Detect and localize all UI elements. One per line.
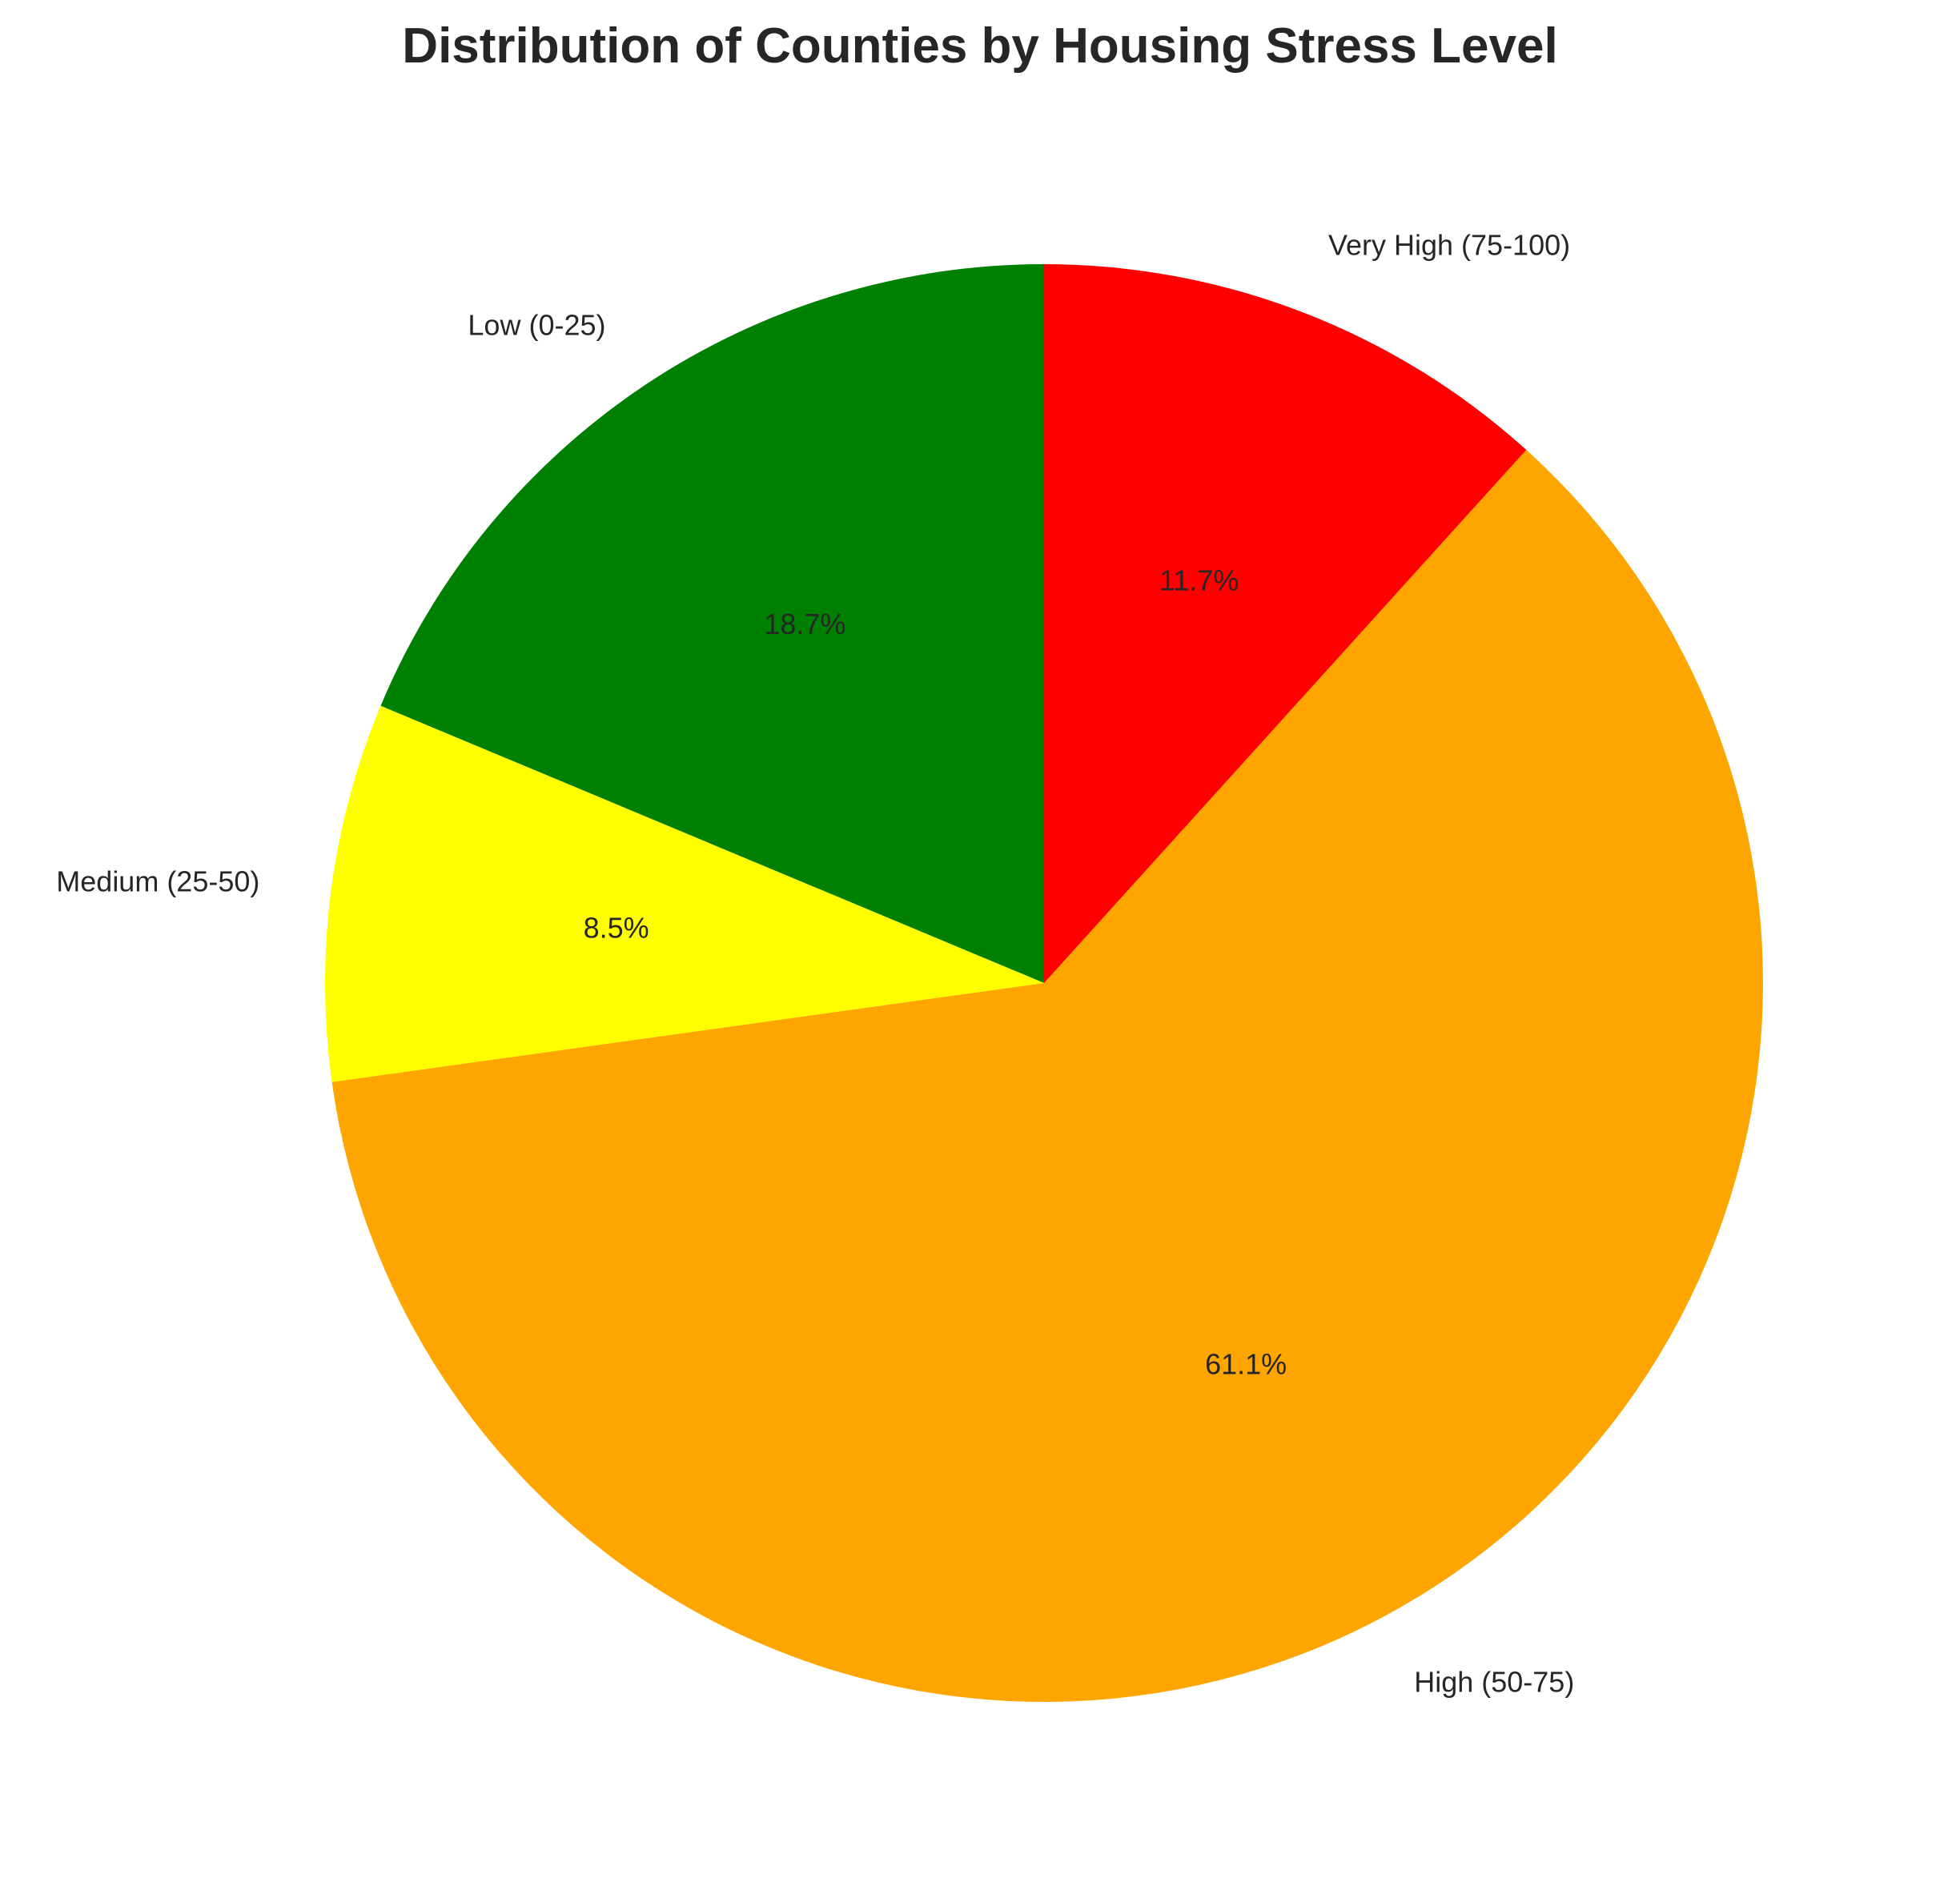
pie-percentage-labels: 18.7% 8.5% 61.1% 11.7% — [584, 564, 1287, 1381]
pie-label-low-0-25: Low (0-25) — [468, 308, 605, 341]
pie-label-medium-25-50: Medium (25-50) — [56, 865, 259, 898]
pie-pct-label-medium-25-50: 8.5% — [584, 911, 649, 944]
pie-slice-high-50-75 — [331, 449, 1763, 1702]
pie-label-high-50-75: High (50-75) — [1414, 1665, 1574, 1698]
pie-slices — [324, 264, 1763, 1702]
pie-slice-medium-25-50 — [324, 705, 1044, 1082]
pie-pct-label-very-high-75-100: 11.7% — [1159, 564, 1239, 597]
pie-label-very-high-75-100: Very High (75-100) — [1328, 229, 1570, 262]
pie-slice-low-0-25 — [380, 264, 1044, 983]
pie-category-labels: Low (0-25) Medium (25-50) High (50-75) Very… — [56, 229, 1574, 1699]
pie-pct-label-high-50-75: 61.1% — [1205, 1348, 1287, 1381]
pie-slice-very-high-75-100 — [1044, 264, 1527, 983]
chart-title: Distribution of Counties by Housing Stre… — [402, 18, 1557, 74]
pie-pct-label-low-0-25: 18.7% — [764, 608, 845, 640]
